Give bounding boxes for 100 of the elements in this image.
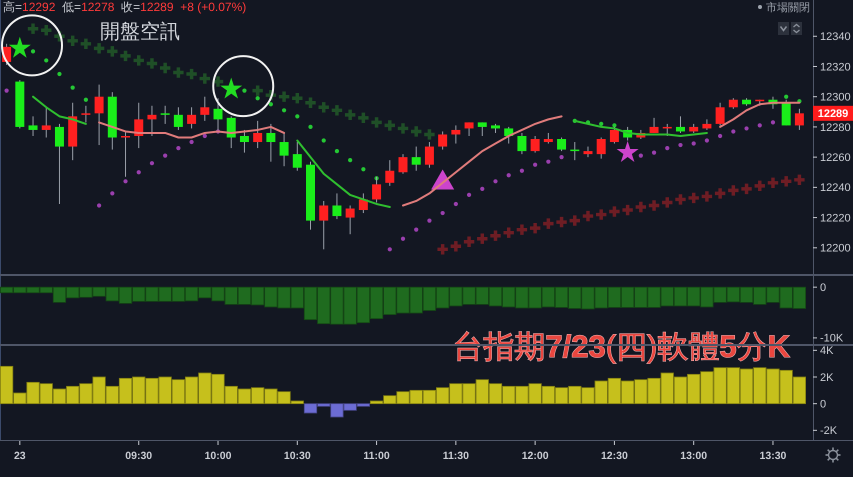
candlestick [94,84,104,146]
point [744,126,749,131]
point [622,204,633,216]
candlestick [200,96,210,122]
point [256,96,260,100]
point [582,210,594,222]
point [675,194,686,205]
candlestick [517,132,526,155]
point [94,43,104,54]
point [530,222,540,234]
point [123,179,128,184]
candlestick [662,123,672,136]
point [398,123,408,134]
candlestick [174,106,183,130]
point [570,215,580,226]
point [688,192,699,204]
point [450,241,462,252]
candlestick [689,123,698,134]
candlestick [385,160,394,186]
y-tick-label: 12320 [820,61,851,74]
point [616,141,639,162]
point [80,38,92,50]
point [702,191,712,202]
x-tick-label: 13:30 [760,450,787,462]
point [322,138,326,143]
point [202,134,207,138]
point [714,188,726,199]
y-tick-label: -2K [820,425,838,438]
x-tick-label: 11:30 [442,450,470,462]
point [252,85,263,96]
candlestick [187,106,196,129]
point [371,117,382,128]
point [731,129,736,134]
point [84,98,88,102]
point [490,230,501,241]
point [57,72,62,76]
point [516,224,528,235]
candlestick [160,105,170,124]
y-tick-label: 12200 [820,242,851,255]
point [70,86,75,90]
point [8,36,31,58]
point [768,178,778,188]
point [4,88,9,93]
point [120,50,131,62]
point [636,202,646,212]
point [176,146,180,150]
candlestick [728,98,738,110]
y-tick-label: 0 [820,398,826,411]
y-tick-label: -10K [820,332,844,345]
candlestick [319,200,328,250]
candlestick [332,192,342,220]
point [480,186,484,191]
candlestick [253,120,262,149]
point [242,88,247,93]
point [718,134,722,138]
point [150,161,154,166]
y-tick-label: 12260 [820,152,851,164]
point [464,236,474,247]
point [278,92,290,102]
point [648,200,660,211]
point [638,154,643,158]
y-tick-label: 12300 [820,92,851,104]
point [41,25,52,36]
annotation: 開盤空訊 [100,21,180,43]
point [546,160,550,164]
point [427,218,432,223]
point [466,192,472,198]
point [652,150,656,155]
candlestick [676,116,685,134]
candlestick [794,108,804,130]
candlestick [570,142,580,161]
point [728,185,739,196]
point [318,102,329,112]
point [692,141,696,146]
candlestick [544,132,553,144]
point [220,78,242,98]
candlestick [782,99,791,126]
x-tick-label: 09:30 [125,450,152,462]
point [543,218,554,229]
candlestick [240,129,249,154]
candlestick [292,142,302,172]
candlestick [121,130,130,178]
candlestick [716,102,725,126]
point [559,155,564,160]
point [596,209,606,220]
candlestick [583,146,592,158]
point [30,49,36,54]
point [163,154,168,158]
point [758,123,762,128]
candlestick [424,142,434,168]
point [599,122,604,126]
point [44,58,48,63]
candlestick [464,122,474,136]
point [384,120,395,131]
x-tick-label: 10:00 [204,450,232,462]
point [794,174,805,186]
point [477,234,488,244]
point [160,62,170,74]
point [189,140,194,144]
candlestick [28,116,38,136]
